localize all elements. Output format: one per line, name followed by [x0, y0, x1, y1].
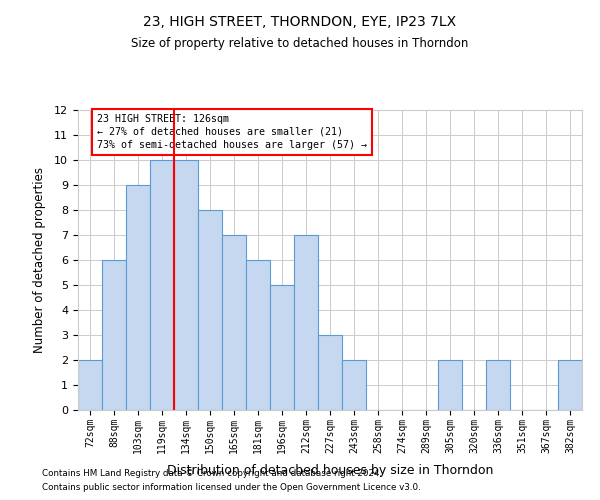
Bar [438, 360, 462, 410]
Text: 23 HIGH STREET: 126sqm
← 27% of detached houses are smaller (21)
73% of semi-det: 23 HIGH STREET: 126sqm ← 27% of detached… [97, 114, 367, 150]
Bar [270, 285, 294, 410]
Bar [342, 360, 366, 410]
Bar [102, 260, 126, 410]
Bar [486, 360, 510, 410]
Bar [126, 185, 150, 410]
Y-axis label: Number of detached properties: Number of detached properties [33, 167, 46, 353]
Bar [222, 235, 246, 410]
Bar [294, 235, 318, 410]
Bar [558, 360, 582, 410]
Bar [78, 360, 102, 410]
Text: Contains HM Land Registry data © Crown copyright and database right 2024.: Contains HM Land Registry data © Crown c… [42, 468, 382, 477]
Text: 23, HIGH STREET, THORNDON, EYE, IP23 7LX: 23, HIGH STREET, THORNDON, EYE, IP23 7LX [143, 15, 457, 29]
Bar [174, 160, 198, 410]
Text: Contains public sector information licensed under the Open Government Licence v3: Contains public sector information licen… [42, 484, 421, 492]
Bar [246, 260, 270, 410]
Bar [318, 335, 342, 410]
Bar [198, 210, 222, 410]
Text: Size of property relative to detached houses in Thorndon: Size of property relative to detached ho… [131, 38, 469, 51]
Bar [150, 160, 174, 410]
X-axis label: Distribution of detached houses by size in Thorndon: Distribution of detached houses by size … [167, 464, 493, 477]
